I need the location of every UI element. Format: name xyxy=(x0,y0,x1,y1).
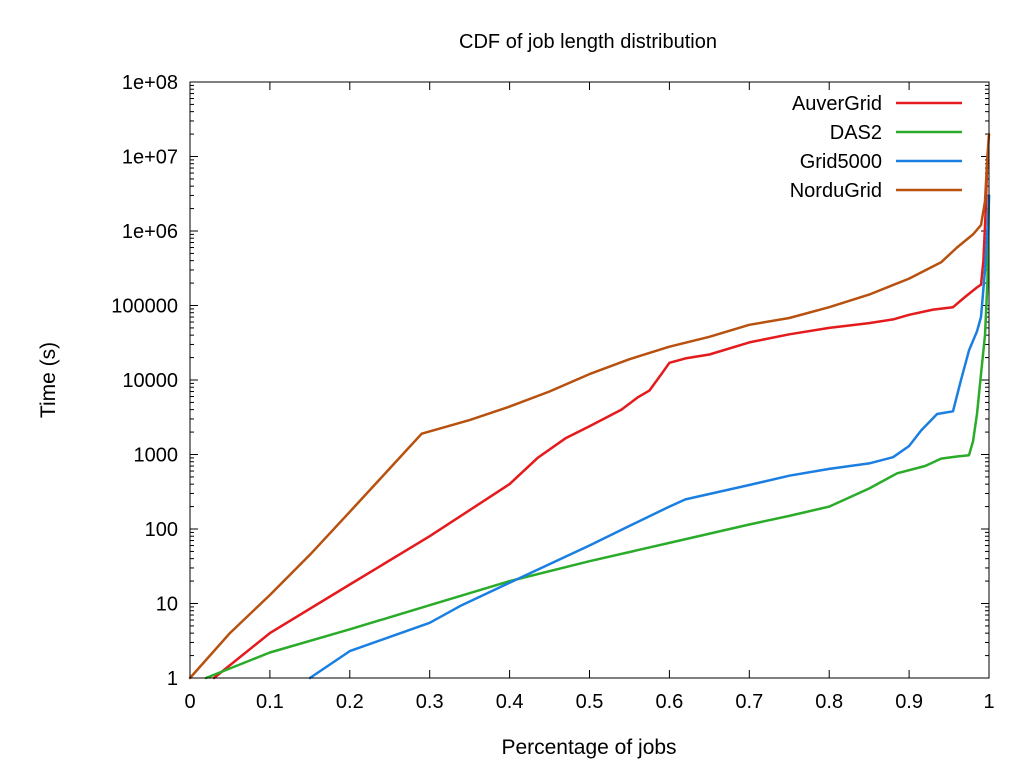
legend-label: AuverGrid xyxy=(792,93,882,115)
y-tick-label: 10000 xyxy=(122,370,178,392)
x-tick-label: 1 xyxy=(983,691,994,713)
legend: AuverGrid DAS2 Grid5000 NorduGrid xyxy=(790,93,962,202)
y-tick-label: 1 xyxy=(167,668,178,690)
x-tick-label: 0.8 xyxy=(815,691,843,713)
y-tick-label: 1e+06 xyxy=(122,221,178,243)
series-line-nordugrid xyxy=(188,132,991,680)
x-tick-label: 0.1 xyxy=(256,691,284,713)
y-tick-label: 1000 xyxy=(134,445,179,467)
x-tick-label: 0.5 xyxy=(576,691,604,713)
x-axis-title: Percentage of jobs xyxy=(501,736,676,759)
chart-title: CDF of job length distribution xyxy=(459,31,717,53)
x-tick-label: 0.4 xyxy=(496,691,524,713)
x-tick-label: 0.9 xyxy=(895,691,923,713)
series-line-auvergrid xyxy=(212,155,989,680)
series-layer xyxy=(188,132,991,680)
legend-label: DAS2 xyxy=(830,122,882,144)
x-tick-label: 0.7 xyxy=(735,691,763,713)
y-tick-label: 1e+07 xyxy=(122,147,178,169)
y-tick-label: 100 xyxy=(145,519,178,541)
series-line-grid5000 xyxy=(308,194,991,680)
y-tick-label: 1e+08 xyxy=(122,72,178,94)
legend-label: Grid5000 xyxy=(800,151,882,173)
y-axis-title: Time (s) xyxy=(37,342,60,418)
series-line-das2 xyxy=(204,194,991,680)
plot-frame xyxy=(189,81,990,679)
x-tick-label: 0.2 xyxy=(336,691,364,713)
x-tick-label: 0.6 xyxy=(655,691,683,713)
x-tick-label: 0.3 xyxy=(416,691,444,713)
y-tick-label: 10 xyxy=(156,594,178,616)
y-tick-label: 100000 xyxy=(111,296,178,318)
legend-label: NorduGrid xyxy=(790,180,882,202)
x-tick-label: 0 xyxy=(184,691,195,713)
tick-layer: 0 0.1 0.2 0.3 0.4 0.5 0.6 0.7 0.8 0.9 1 1 10 100 1000 1… xyxy=(111,72,994,713)
